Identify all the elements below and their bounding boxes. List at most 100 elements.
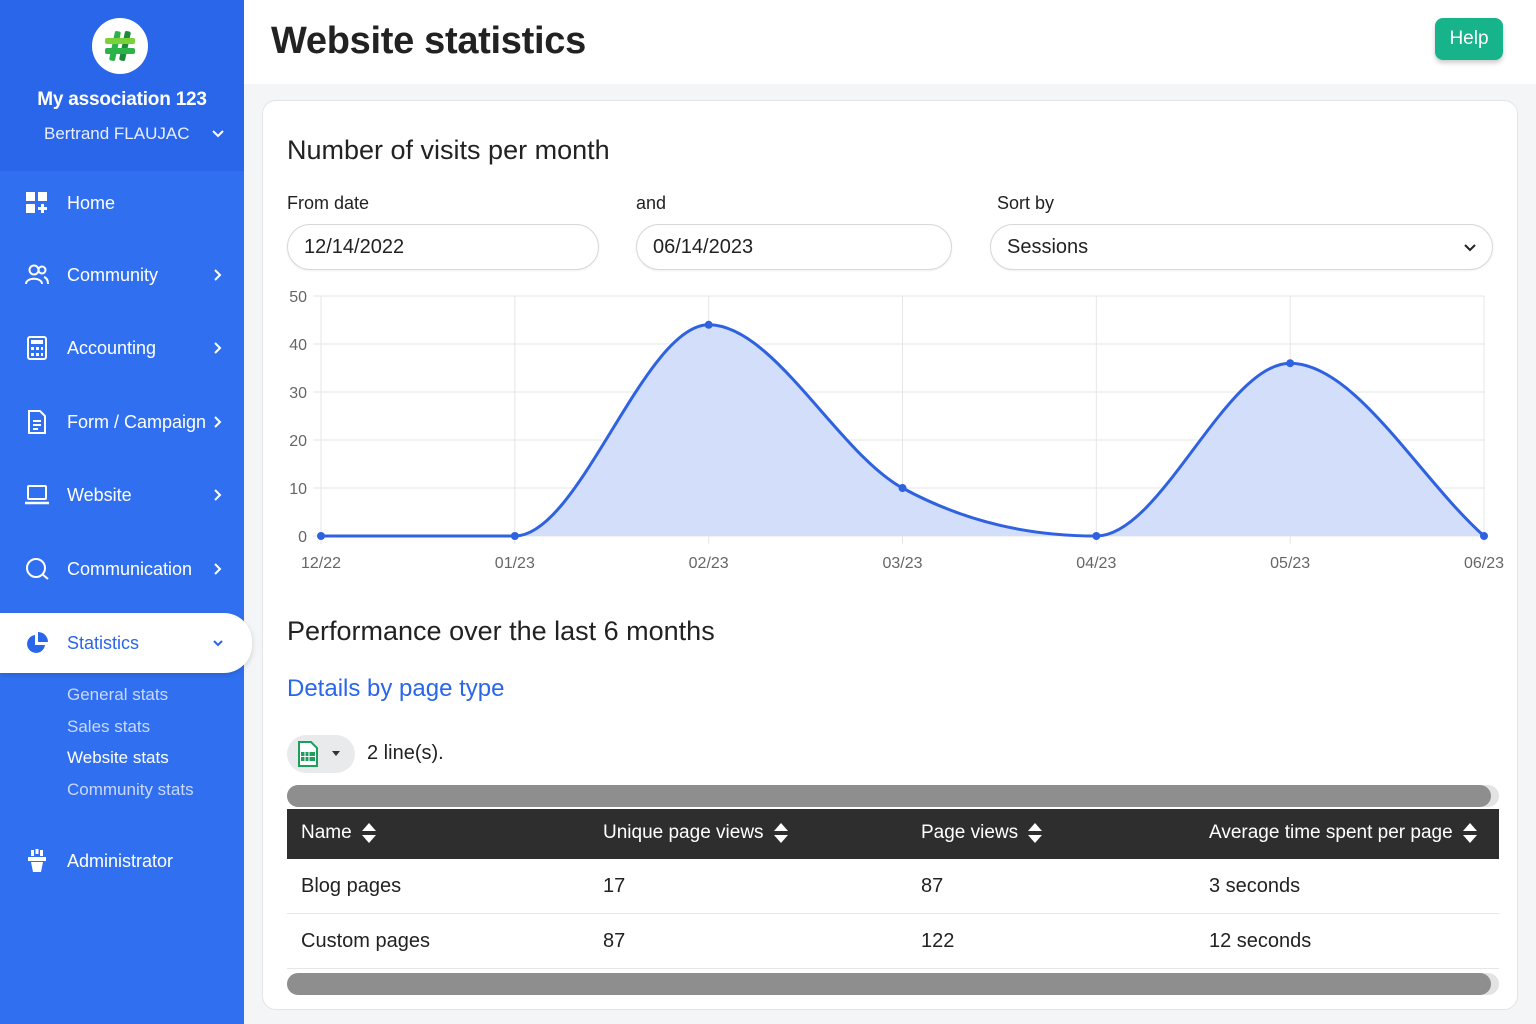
details-by-page-type-link[interactable]: Details by page type bbox=[287, 675, 505, 702]
x-axis-ticks: 12/22 01/23 02/23 03/23 04/23 05/23 06/23 bbox=[301, 555, 1504, 572]
sidebar-item-label: Statistics bbox=[67, 632, 140, 653]
y-tick-label: 10 bbox=[289, 481, 307, 498]
table-row: Custom pages 87 122 12 seconds bbox=[287, 914, 1499, 969]
spreadsheet-icon bbox=[298, 741, 318, 767]
chevron-right-icon bbox=[214, 489, 222, 501]
x-tick-label: 01/23 bbox=[495, 555, 535, 572]
export-button[interactable] bbox=[287, 735, 355, 773]
horizontal-scrollbar-top[interactable] bbox=[287, 785, 1499, 807]
y-tick-label: 20 bbox=[289, 433, 307, 450]
user-name[interactable]: Bertrand FLAUJAC bbox=[44, 124, 190, 143]
sub-item-general-stats[interactable]: General stats bbox=[67, 685, 169, 704]
chevron-down-icon bbox=[213, 640, 223, 647]
sidebar-item-community[interactable]: Community bbox=[0, 250, 244, 300]
document-icon bbox=[28, 410, 46, 434]
cell-unique-page-views: 17 bbox=[603, 875, 626, 897]
data-point[interactable] bbox=[1286, 359, 1295, 368]
data-point[interactable] bbox=[1092, 532, 1101, 540]
sidebar: My association 123 Bertrand FLAUJAC Home… bbox=[0, 0, 252, 1024]
data-point[interactable] bbox=[704, 320, 713, 329]
data-point[interactable] bbox=[1480, 532, 1488, 540]
sidebar-item-label: Communication bbox=[67, 558, 193, 579]
sidebar-item-label: Accounting bbox=[67, 337, 157, 358]
horizontal-scrollbar-bottom[interactable] bbox=[287, 973, 1499, 995]
sidebar-item-form-campaign[interactable]: Form / Campaign bbox=[0, 397, 244, 447]
column-header-page-views[interactable]: Page views bbox=[921, 822, 1043, 844]
sort-icon bbox=[1028, 823, 1043, 843]
y-tick-label: 50 bbox=[289, 289, 307, 306]
sub-item-community-stats[interactable]: Community stats bbox=[67, 780, 194, 799]
chevron-right-icon bbox=[214, 342, 222, 354]
y-tick-label: 30 bbox=[289, 385, 307, 402]
to-date-label: and bbox=[636, 193, 667, 213]
help-button[interactable]: Help bbox=[1435, 18, 1503, 60]
scrollbar-thumb[interactable] bbox=[287, 785, 1491, 807]
column-label: Name bbox=[301, 822, 352, 843]
users-icon bbox=[25, 264, 49, 285]
sidebar-item-statistics[interactable]: Statistics bbox=[0, 613, 252, 673]
from-date-value: 12/14/2022 bbox=[304, 235, 405, 258]
column-header-unique-page-views[interactable]: Unique page views bbox=[603, 822, 789, 844]
calculator-icon bbox=[27, 336, 47, 360]
chevron-right-icon bbox=[214, 563, 222, 575]
column-label: Average time spent per page bbox=[1209, 822, 1453, 843]
y-tick-label: 40 bbox=[289, 337, 307, 354]
performance-section-title: Performance over the last 6 months bbox=[287, 616, 715, 646]
sidebar-item-label: Home bbox=[67, 192, 116, 213]
visits-section-title: Number of visits per month bbox=[287, 135, 610, 165]
sub-item-website-stats[interactable]: Website stats bbox=[67, 748, 169, 767]
table-header: Name Unique page views Page views Averag… bbox=[287, 809, 1499, 859]
sidebar-item-label: Community bbox=[67, 264, 159, 285]
to-date-value: 06/14/2023 bbox=[653, 235, 754, 258]
table-row: Blog pages 17 87 3 seconds bbox=[287, 859, 1499, 914]
cell-average-time: 3 seconds bbox=[1209, 875, 1301, 897]
cell-name: Custom pages bbox=[301, 930, 430, 952]
scrollbar-thumb[interactable] bbox=[287, 973, 1491, 995]
sidebar-item-accounting[interactable]: Accounting bbox=[0, 323, 244, 373]
caret-down-icon bbox=[332, 751, 340, 756]
sidebar-item-label: Form / Campaign bbox=[67, 411, 207, 432]
association-logo[interactable] bbox=[92, 18, 148, 74]
column-label: Unique page views bbox=[603, 822, 764, 843]
chat-bubble-icon bbox=[26, 558, 49, 580]
sidebar-item-label: Administrator bbox=[67, 850, 174, 871]
data-point[interactable] bbox=[317, 532, 325, 540]
sub-item-sales-stats[interactable]: Sales stats bbox=[67, 717, 151, 736]
statistics-card: Number of visits per month From date 12/… bbox=[262, 100, 1518, 1010]
y-axis-ticks: 50 40 30 20 10 0 bbox=[289, 289, 307, 546]
sidebar-item-administrator[interactable]: Administrator bbox=[0, 836, 244, 886]
visits-area bbox=[321, 324, 1484, 536]
sort-icon bbox=[1462, 823, 1477, 843]
cell-average-time: 12 seconds bbox=[1209, 930, 1312, 952]
column-header-average-time[interactable]: Average time spent per page bbox=[1209, 822, 1478, 844]
chevron-right-icon bbox=[214, 269, 222, 281]
data-point[interactable] bbox=[510, 532, 519, 540]
chevron-down-icon bbox=[1464, 244, 1476, 252]
cell-unique-page-views: 87 bbox=[603, 930, 626, 952]
from-date-input[interactable]: 12/14/2022 bbox=[287, 224, 599, 270]
page-title: Website statistics bbox=[271, 20, 586, 62]
sort-by-select[interactable]: Sessions bbox=[990, 224, 1493, 270]
from-date-label: From date bbox=[287, 193, 370, 213]
column-header-name[interactable]: Name bbox=[301, 822, 377, 844]
sidebar-item-communication[interactable]: Communication bbox=[0, 544, 244, 594]
chevron-down-icon[interactable] bbox=[210, 126, 226, 142]
data-point[interactable] bbox=[898, 484, 907, 492]
to-date-input[interactable]: 06/14/2023 bbox=[636, 224, 952, 270]
sidebar-item-website[interactable]: Website bbox=[0, 470, 244, 520]
sidebar-item-home[interactable]: Home bbox=[0, 178, 244, 228]
x-tick-label: 06/23 bbox=[1464, 555, 1504, 572]
sort-by-label: Sort by bbox=[997, 193, 1055, 213]
y-tick-label: 0 bbox=[298, 529, 307, 546]
x-tick-label: 12/22 bbox=[301, 555, 341, 572]
visits-chart: 50 40 30 20 10 0 12/22 01/23 02/23 03/23 04/23 05/… bbox=[289, 289, 1504, 572]
sort-by-value: Sessions bbox=[1007, 235, 1089, 258]
x-tick-label: 03/23 bbox=[882, 555, 922, 572]
cell-name: Blog pages bbox=[301, 875, 402, 897]
organization-name: My association 123 bbox=[37, 89, 207, 110]
x-tick-label: 04/23 bbox=[1076, 555, 1116, 572]
top-header: Website statistics Help bbox=[244, 0, 1536, 84]
column-label: Page views bbox=[921, 822, 1019, 843]
sidebar-header: My association 123 Bertrand FLAUJAC bbox=[0, 0, 244, 171]
x-tick-label: 02/23 bbox=[689, 555, 729, 572]
